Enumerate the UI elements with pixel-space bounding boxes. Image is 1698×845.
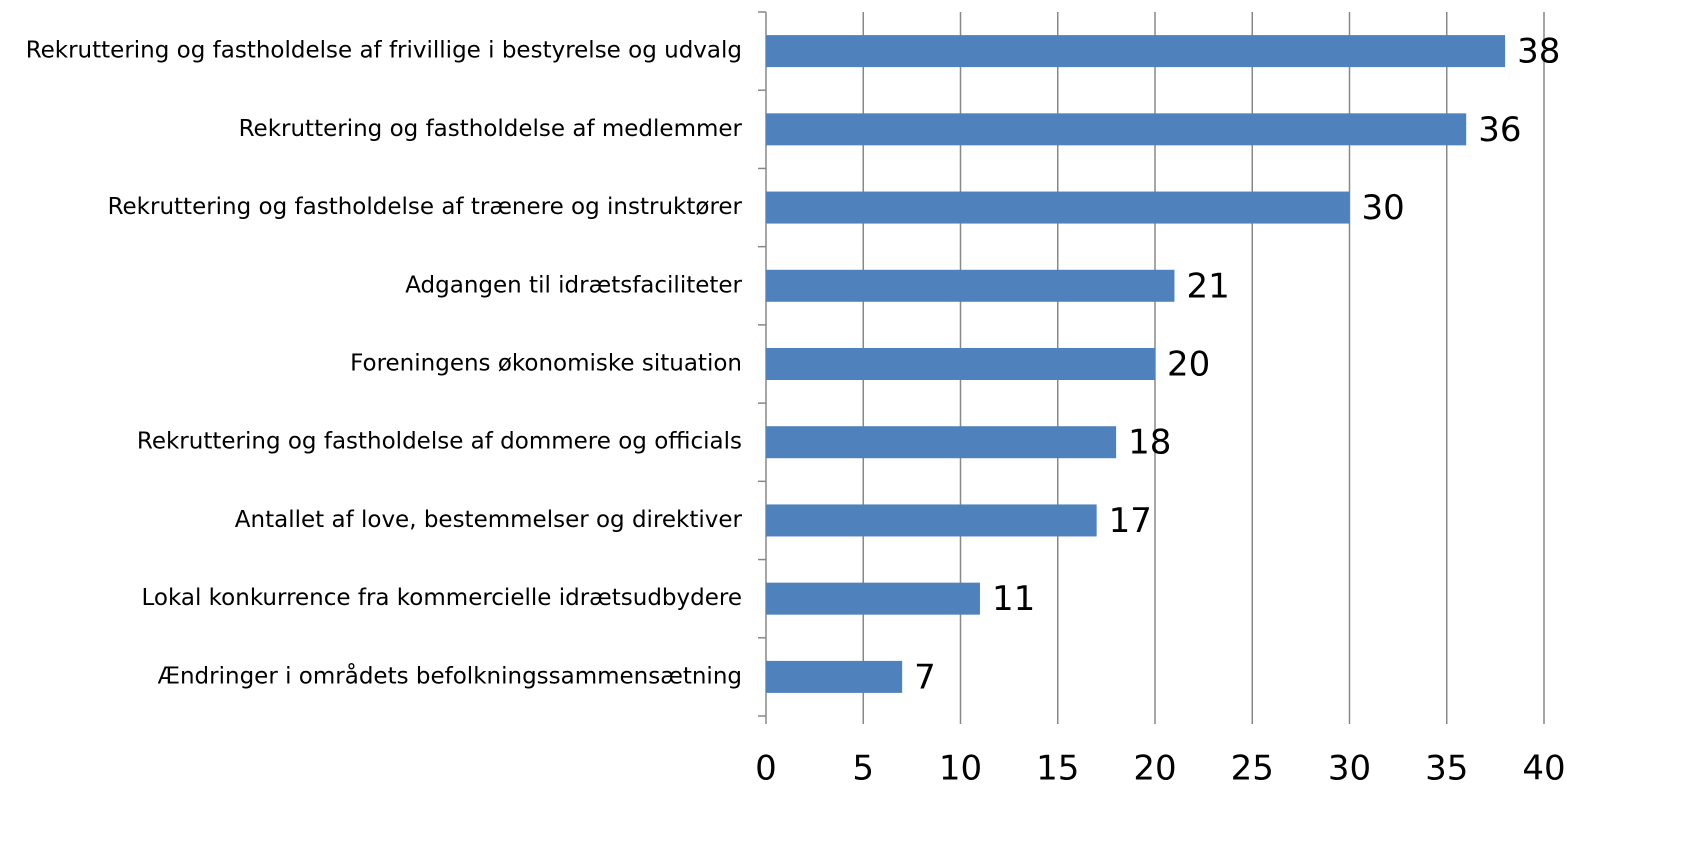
- x-tick-label: 10: [939, 749, 982, 789]
- x-tick-label: 40: [1522, 749, 1565, 789]
- value-label: 21: [1186, 266, 1229, 306]
- x-tick-label: 35: [1425, 749, 1468, 789]
- bar: [766, 660, 903, 693]
- bar: [766, 35, 1506, 68]
- bar: [766, 113, 1467, 146]
- value-label: 18: [1128, 423, 1171, 463]
- x-tick-label: 25: [1231, 749, 1274, 789]
- y-tick-label: Antallet af love, bestemmelser og direkt…: [235, 507, 743, 533]
- x-tick-label: 30: [1328, 749, 1371, 789]
- y-tick-label: Rekruttering og fastholdelse af frivilli…: [26, 38, 742, 64]
- value-label: 7: [914, 657, 936, 697]
- bar: [766, 504, 1097, 537]
- y-tick-label: Ændringer i områdets befolkningssammensæ…: [158, 661, 742, 689]
- value-label: 17: [1109, 501, 1152, 541]
- y-tick-label: Rekruttering og fastholdelse af trænere …: [108, 194, 743, 220]
- y-tick-label: Lokal konkurrence fra kommercielle idræt…: [141, 585, 742, 611]
- bar: [766, 348, 1155, 380]
- x-tick-label: 20: [1133, 749, 1176, 789]
- x-tick-label: 5: [852, 749, 874, 789]
- value-label: 20: [1167, 345, 1210, 385]
- y-tick-label: Foreningens økonomiske situation: [350, 351, 742, 377]
- value-label: 11: [992, 579, 1035, 619]
- y-tick-label: Rekruttering og fastholdelse af medlemme…: [239, 116, 743, 142]
- y-tick-label: Rekruttering og fastholdelse af dommere …: [137, 429, 742, 455]
- y-tick-label: Adgangen til idrætsfaciliteter: [405, 272, 742, 298]
- value-label: 36: [1478, 110, 1521, 150]
- bar: [766, 269, 1175, 302]
- bar: [766, 191, 1350, 224]
- x-tick-label: 0: [755, 749, 777, 789]
- bar: [766, 582, 980, 615]
- x-tick-label: 15: [1036, 749, 1079, 789]
- value-label: 30: [1362, 188, 1405, 228]
- value-label: 38: [1517, 32, 1560, 72]
- bar: [766, 426, 1117, 459]
